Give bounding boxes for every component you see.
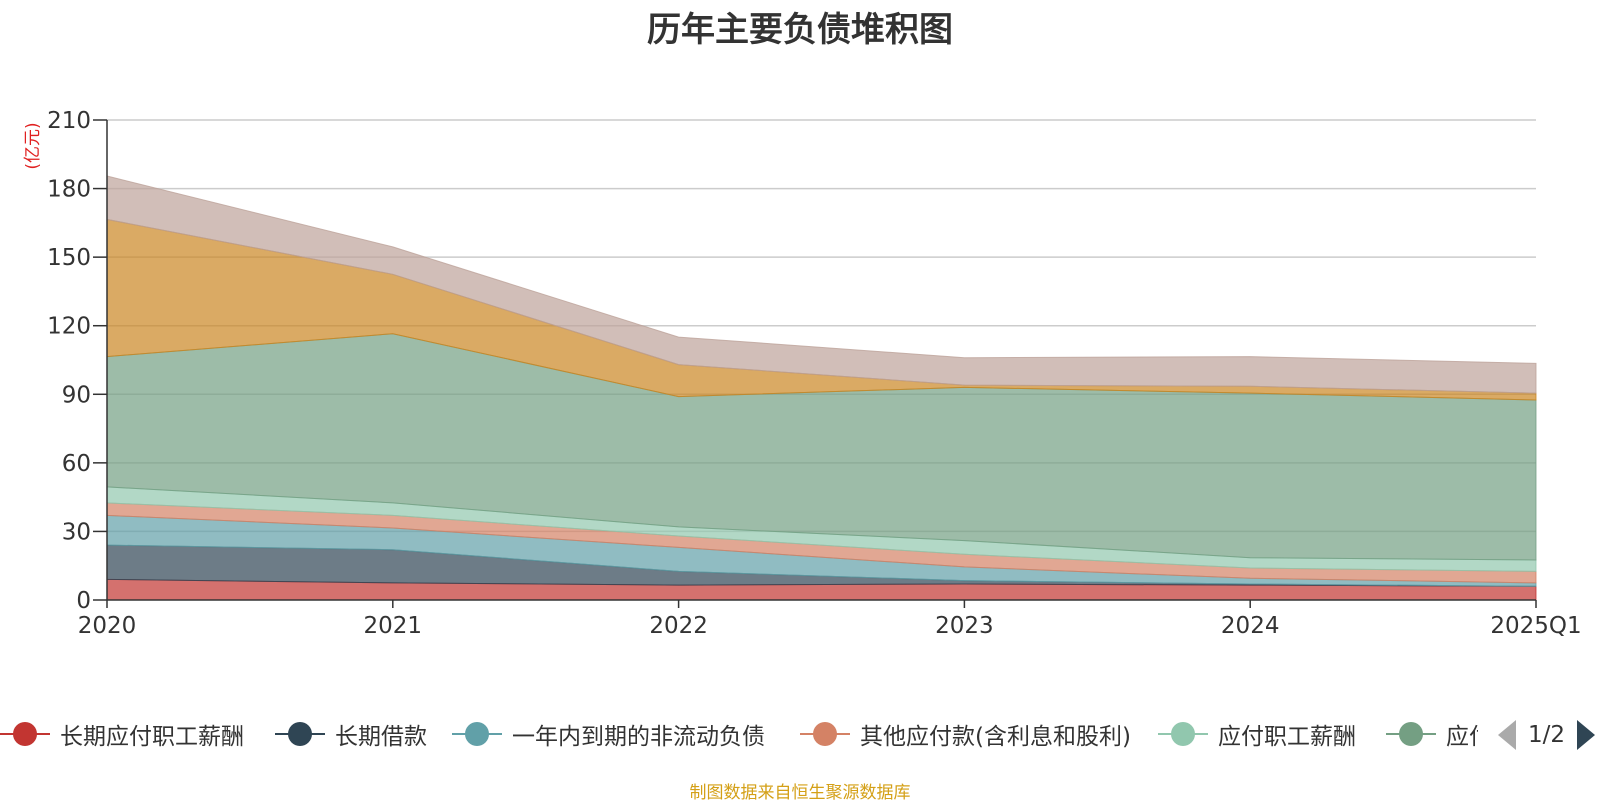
legend-marker-icon: [452, 716, 502, 752]
axes: 0 30 60 90 120 150 180 210 2020 2021 2022 2023 2024 2…: [47, 108, 1582, 639]
legend-item[interactable]: 应付职工薪酬: [1158, 716, 1356, 752]
legend-label: 应付职工薪酬: [1218, 724, 1356, 750]
legend-marker-icon: [1386, 716, 1436, 752]
legend-viewport: 长期应付职工薪酬 长期借款 一年内到期的非流动负债 其他应付款(含利息和股利) 应付职工…: [0, 716, 1478, 752]
data-source-note: 制图数据来自恒生聚源数据库: [689, 783, 911, 803]
legend-label: 其他应付款(含利息和股利): [860, 724, 1131, 750]
y-tick-label: 210: [47, 108, 91, 134]
legend-label: 一年内到期的非流动负债: [512, 724, 765, 750]
x-tick-label: 2023: [935, 613, 994, 639]
y-tick-label: 120: [47, 314, 91, 340]
legend-marker-icon: [0, 716, 50, 752]
legend-marker-icon: [1158, 716, 1208, 752]
legend-label: 长期应付职工薪酬: [60, 724, 244, 750]
area-series-7: [106, 175, 1537, 394]
legend-marker-icon: [800, 716, 850, 752]
y-tick-label: 30: [62, 519, 91, 545]
x-tick-label: 2024: [1221, 613, 1280, 639]
legend-label: 应付账款: [1446, 724, 1478, 750]
legend-item[interactable]: 其他应付款(含利息和股利): [800, 716, 1131, 752]
legend-page-indicator: 1/2: [1528, 722, 1566, 748]
legend-item[interactable]: 长期借款: [275, 716, 427, 752]
legend-pager: 1/2: [1498, 718, 1596, 752]
stacked-areas: [106, 175, 1537, 601]
y-axis-unit-label: (亿元): [23, 122, 43, 169]
legend-prev-page-button[interactable]: [1498, 720, 1516, 750]
x-tick-label: 2021: [364, 613, 423, 639]
y-tick-label: 0: [76, 588, 91, 614]
y-tick-label: 180: [47, 177, 91, 203]
legend-label: 长期借款: [335, 724, 427, 750]
y-tick-label: 60: [62, 451, 91, 477]
y-tick-label: 90: [62, 382, 91, 408]
legend-marker-icon: [275, 716, 325, 752]
legend-item[interactable]: 一年内到期的非流动负债: [452, 716, 765, 752]
chart-title: 历年主要负债堆积图: [647, 10, 953, 50]
legend-item[interactable]: 应付账款: [1386, 716, 1478, 752]
y-tick-label: 150: [47, 245, 91, 271]
legend: 长期应付职工薪酬 长期借款 一年内到期的非流动负债 其他应付款(含利息和股利) 应付职工…: [0, 716, 1478, 752]
legend-item[interactable]: 长期应付职工薪酬: [0, 716, 244, 752]
x-tick-label: 2020: [78, 613, 137, 639]
x-tick-label: 2025Q1: [1490, 613, 1581, 639]
legend-next-page-button[interactable]: [1577, 720, 1596, 750]
x-tick-label: 2022: [649, 613, 708, 639]
